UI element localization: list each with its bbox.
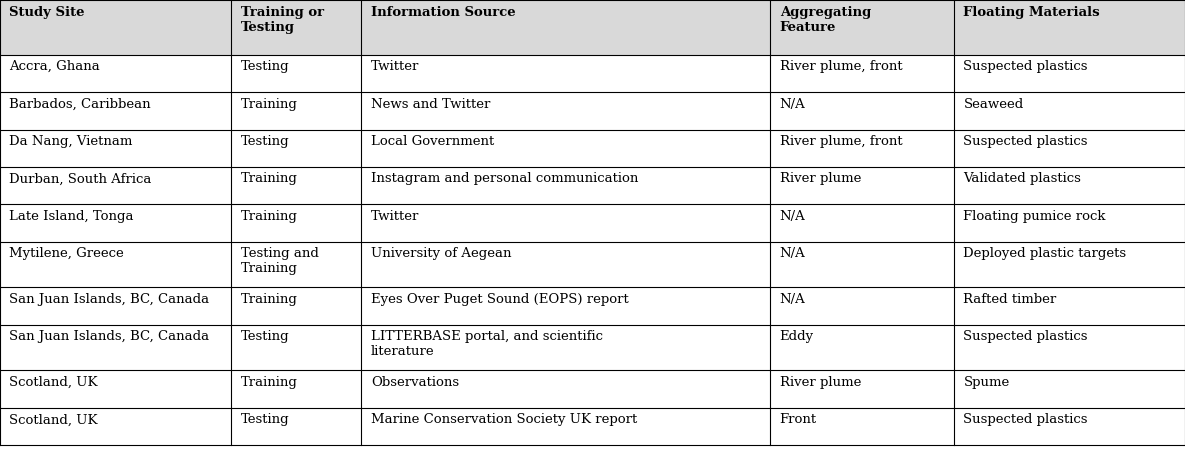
Bar	[0, 204, 1185, 242]
Text: Barbados, Caribbean: Barbados, Caribbean	[9, 98, 152, 111]
Text: Deployed plastic targets: Deployed plastic targets	[963, 247, 1127, 260]
Text: Local Government: Local Government	[371, 135, 494, 148]
Text: Training: Training	[241, 293, 297, 306]
Text: Eyes Over Puget Sound (EOPS) report: Eyes Over Puget Sound (EOPS) report	[371, 293, 629, 306]
Text: Training: Training	[241, 173, 297, 185]
Text: Spume: Spume	[963, 376, 1010, 389]
Text: Testing: Testing	[241, 330, 289, 343]
Text: Instagram and personal communication: Instagram and personal communication	[371, 173, 639, 185]
Text: Training or
Testing: Training or Testing	[241, 6, 324, 34]
Text: Scotland, UK: Scotland, UK	[9, 376, 98, 389]
Text: Late Island, Tonga: Late Island, Tonga	[9, 210, 134, 223]
Text: Rafted timber: Rafted timber	[963, 293, 1057, 306]
Bar	[0, 370, 1185, 408]
Text: River plume, front: River plume, front	[780, 135, 902, 148]
Text: Suspected plastics: Suspected plastics	[963, 330, 1088, 343]
Bar	[0, 92, 1185, 129]
Bar	[0, 129, 1185, 167]
Text: Twitter: Twitter	[371, 60, 419, 73]
Text: Observations: Observations	[371, 376, 459, 389]
Text: Suspected plastics: Suspected plastics	[963, 414, 1088, 426]
Text: River plume: River plume	[780, 173, 861, 185]
Text: News and Twitter: News and Twitter	[371, 98, 491, 111]
Text: Testing and
Training: Testing and Training	[241, 247, 319, 275]
Text: Accra, Ghana: Accra, Ghana	[9, 60, 101, 73]
Text: Training: Training	[241, 376, 297, 389]
Text: Suspected plastics: Suspected plastics	[963, 60, 1088, 73]
Text: San Juan Islands, BC, Canada: San Juan Islands, BC, Canada	[9, 293, 210, 306]
Text: Aggregating
Feature: Aggregating Feature	[780, 6, 871, 34]
Text: Suspected plastics: Suspected plastics	[963, 135, 1088, 148]
Text: Testing: Testing	[241, 414, 289, 426]
Text: Training: Training	[241, 210, 297, 223]
Bar	[0, 287, 1185, 325]
Text: N/A: N/A	[780, 98, 806, 111]
Text: Training: Training	[241, 98, 297, 111]
Text: Da Nang, Vietnam: Da Nang, Vietnam	[9, 135, 133, 148]
Text: Front: Front	[780, 414, 816, 426]
Text: Durban, South Africa: Durban, South Africa	[9, 173, 152, 185]
Text: Study Site: Study Site	[9, 6, 85, 18]
Bar	[0, 325, 1185, 370]
Text: University of Aegean: University of Aegean	[371, 247, 512, 260]
Text: Validated plastics: Validated plastics	[963, 173, 1081, 185]
Text: River plume, front: River plume, front	[780, 60, 902, 73]
Bar	[0, 242, 1185, 287]
Text: LITTERBASE portal, and scientific
literature: LITTERBASE portal, and scientific litera…	[371, 330, 603, 358]
Text: Information Source: Information Source	[371, 6, 515, 18]
Bar	[0, 408, 1185, 445]
Text: Eddy: Eddy	[780, 330, 814, 343]
Text: Scotland, UK: Scotland, UK	[9, 414, 98, 426]
Text: Mytilene, Greece: Mytilene, Greece	[9, 247, 124, 260]
Text: Testing: Testing	[241, 135, 289, 148]
Text: Marine Conservation Society UK report: Marine Conservation Society UK report	[371, 414, 638, 426]
Bar	[0, 0, 1185, 55]
Text: Floating Materials: Floating Materials	[963, 6, 1100, 18]
Text: Twitter: Twitter	[371, 210, 419, 223]
Text: Testing: Testing	[241, 60, 289, 73]
Bar	[0, 55, 1185, 92]
Text: San Juan Islands, BC, Canada: San Juan Islands, BC, Canada	[9, 330, 210, 343]
Text: N/A: N/A	[780, 247, 806, 260]
Text: N/A: N/A	[780, 210, 806, 223]
Text: N/A: N/A	[780, 293, 806, 306]
Text: Seaweed: Seaweed	[963, 98, 1024, 111]
Bar	[0, 167, 1185, 204]
Text: Floating pumice rock: Floating pumice rock	[963, 210, 1106, 223]
Text: River plume: River plume	[780, 376, 861, 389]
